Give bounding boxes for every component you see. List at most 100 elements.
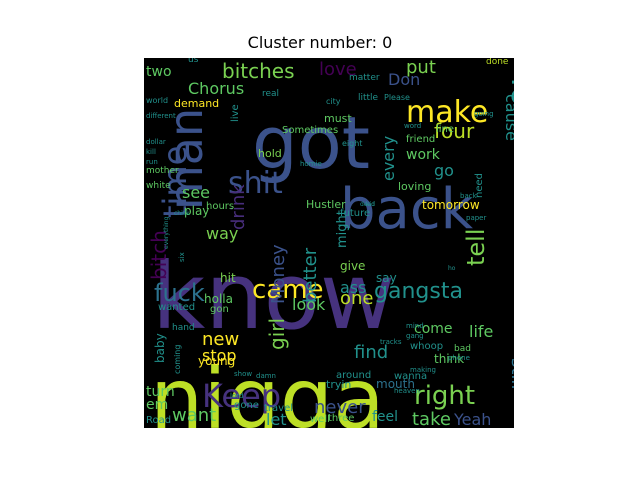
word-holla: holla xyxy=(204,292,233,306)
word-show: show xyxy=(234,370,252,378)
word-fuck: fuck xyxy=(154,279,205,307)
word-everything: everything xyxy=(163,216,170,249)
word-come: come xyxy=(414,321,453,337)
word-yeah: Yeah xyxy=(453,410,491,428)
word-play: play xyxy=(184,204,209,218)
word-live: live xyxy=(230,104,241,122)
word-heaven: heaven xyxy=(394,387,420,395)
word-homie: homie xyxy=(300,160,322,168)
word-wanna: wanna xyxy=(394,371,427,382)
word-came: came xyxy=(252,275,324,305)
word-girl: girl xyxy=(265,318,289,350)
word-hit: hit xyxy=(220,271,236,285)
word-ass: ass xyxy=(340,278,366,297)
word-two: two xyxy=(146,64,172,80)
word-bad: bad xyxy=(454,344,471,354)
word-baby: baby xyxy=(153,333,167,363)
word-bitch: bitch xyxy=(147,230,171,280)
word-right: right xyxy=(414,381,475,411)
word-wanted: wanted xyxy=(158,302,195,313)
word-tell: tell xyxy=(462,228,490,266)
word-matter: matter xyxy=(349,73,380,83)
word-chorus: Chorus xyxy=(188,79,244,98)
word-hustler: Hustler xyxy=(306,198,346,211)
word-know: know xyxy=(152,243,395,350)
word-want: want xyxy=(172,405,216,426)
word-think: think xyxy=(434,352,464,366)
word-dead: dead xyxy=(360,201,375,208)
word-cloud-plot: know nigga got back man make time shit Yo Keep rig… xyxy=(144,58,514,428)
word-shit: shit xyxy=(228,166,283,201)
word-around: around xyxy=(336,370,371,381)
word-keep: Keep xyxy=(202,377,281,415)
word-way: way xyxy=(206,224,238,243)
word-every: every xyxy=(379,136,398,181)
word-kid: kid xyxy=(366,201,375,208)
word-future: future xyxy=(340,208,370,219)
word-turn: turn xyxy=(146,384,175,400)
word-don: Don xyxy=(388,70,420,89)
word-see: see xyxy=(182,183,210,202)
word-kill: kill xyxy=(146,148,156,156)
word-tryin: tryin xyxy=(326,378,351,391)
word-one: one xyxy=(340,288,374,309)
word-must: must xyxy=(324,112,352,125)
word-chick: chick xyxy=(174,210,190,217)
word-run: run xyxy=(146,158,158,166)
word-money: Money xyxy=(268,244,289,304)
word-hours: hours xyxy=(206,201,234,212)
word-find: find xyxy=(354,342,388,363)
word-life: life xyxy=(469,322,493,341)
word-eight: eight xyxy=(342,139,362,148)
word-damn: damn xyxy=(256,372,276,380)
word-time: time xyxy=(156,146,194,218)
word-mind: mind xyxy=(406,322,424,330)
word-phone: phone xyxy=(448,354,470,362)
word-never: never xyxy=(314,397,366,418)
word-say: say xyxy=(376,271,397,285)
word-hold: hold xyxy=(258,147,282,160)
word-young: young xyxy=(198,354,235,368)
word-paper: paper xyxy=(466,214,486,222)
word-put: put xyxy=(406,58,436,78)
word-city: city xyxy=(326,97,341,106)
word-coming: coming xyxy=(173,345,182,374)
word-sometimes: Sometimes xyxy=(282,125,338,136)
word-drink: drink xyxy=(228,184,249,230)
word-might: might xyxy=(335,210,350,248)
word-road: Road xyxy=(146,415,171,426)
word-travel: travel xyxy=(264,403,293,414)
word-gang: gang xyxy=(406,332,424,340)
word-loving: loving xyxy=(398,180,431,193)
word-need: need xyxy=(474,173,485,198)
word-demand: demand xyxy=(174,97,219,110)
word-world: world xyxy=(146,96,168,105)
word-still: still xyxy=(507,358,514,389)
word-real: real xyxy=(262,89,279,99)
word-dollar: dollar xyxy=(146,138,166,146)
word-stop: stop xyxy=(202,346,237,365)
word-man: man xyxy=(159,108,213,210)
word-got: got xyxy=(252,101,370,185)
word-give: give xyxy=(340,259,365,273)
word-making: making xyxy=(410,366,436,374)
word-bitches: bitches xyxy=(222,59,295,83)
word-whoop: whoop xyxy=(410,341,443,352)
word-feel: feel xyxy=(372,409,398,425)
word-mother: mother xyxy=(146,166,179,176)
word-look: look xyxy=(292,295,326,314)
word-friend: friend xyxy=(406,134,435,145)
word-love: love xyxy=(319,59,357,80)
word-work: work xyxy=(406,147,441,163)
word-back: back xyxy=(460,192,478,200)
word-tracks: tracks xyxy=(380,338,402,346)
word-take: take xyxy=(412,409,451,428)
word-line: line xyxy=(436,124,454,135)
word-nigga: nigga xyxy=(150,350,385,428)
word-let: let xyxy=(266,410,287,428)
word-make: make xyxy=(406,95,488,130)
word-new: new xyxy=(202,329,239,350)
word-hand: hand xyxy=(172,323,195,333)
word-going: going xyxy=(474,110,494,118)
